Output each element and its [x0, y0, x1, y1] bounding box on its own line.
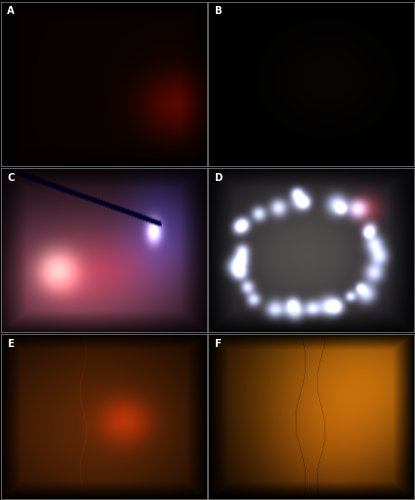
Text: C: C: [7, 172, 15, 182]
Text: F: F: [215, 338, 221, 348]
Text: B: B: [215, 6, 222, 16]
Text: A: A: [7, 6, 15, 16]
Text: D: D: [215, 172, 222, 182]
Text: E: E: [7, 338, 14, 348]
